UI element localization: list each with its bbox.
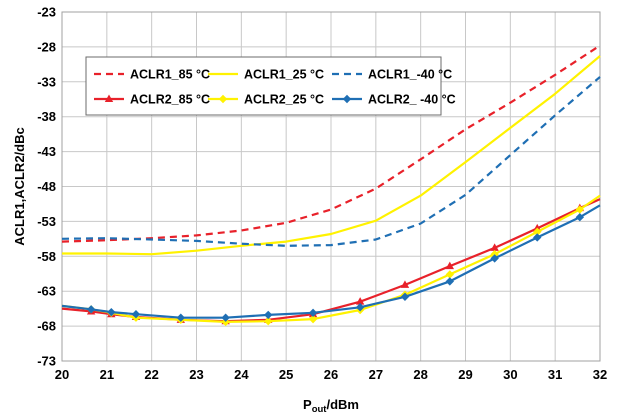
data-point — [221, 313, 230, 322]
legend: ACLR1_85 °C ACLR1_25 °C ACLR1_-40 °C ACLR2_… — [85, 56, 456, 116]
data-point — [533, 227, 542, 237]
legend-marker — [342, 94, 352, 104]
y-tick-label: -58 — [37, 249, 56, 264]
data-point — [490, 254, 499, 263]
y-tick-label: -73 — [37, 354, 56, 369]
series-0 — [61, 44, 601, 243]
x-axis-title-main: P — [303, 397, 312, 412]
x-tick-label: 26 — [324, 367, 338, 382]
legend-entry-5: ACLR2_ -40 °C — [332, 93, 456, 107]
data-point — [308, 314, 318, 324]
plot-frame — [61, 11, 601, 362]
data-point — [176, 313, 186, 322]
data-point — [400, 280, 410, 288]
legend-entry-2: ACLR1_-40 °C — [332, 68, 452, 82]
legend-box — [85, 56, 442, 116]
x-tick-label: 31 — [548, 367, 562, 382]
x-tick-label: 30 — [503, 367, 517, 382]
x-tick-label: 32 — [593, 367, 607, 382]
x-tick-label: 27 — [369, 367, 383, 382]
x-axis-title: Pout/dBm — [303, 397, 359, 415]
y-tick-label: -43 — [37, 144, 56, 159]
x-tick-label: 25 — [279, 367, 293, 382]
data-point — [490, 243, 499, 251]
data-point — [107, 307, 116, 317]
data-point — [264, 317, 273, 326]
y-tick-label: -53 — [37, 214, 56, 229]
data-point — [400, 292, 410, 301]
legend-label: ACLR1_25 °C — [244, 68, 324, 82]
y-tick-label: -63 — [37, 284, 56, 299]
data-point — [533, 223, 542, 232]
tick-labels: 20 21 22 23 24 25 26 27 28 29 30 31 32 -23 -28 -33 -38 -4… — [37, 5, 607, 383]
series-line — [61, 76, 601, 247]
legend-entry-3: ACLR2_85 °C — [94, 93, 210, 107]
data-point — [355, 297, 365, 305]
legend-marker — [104, 94, 114, 102]
x-tick-label: 23 — [189, 367, 203, 382]
legend-label: ACLR2_85 °C — [130, 93, 210, 107]
legend-label: ACLR2_ -40 °C — [368, 93, 456, 107]
data-point — [445, 270, 455, 279]
data-point — [575, 205, 585, 214]
legend-marker — [218, 94, 228, 104]
y-tick-label: -23 — [37, 5, 56, 20]
x-axis-title-unit: /dBm — [326, 397, 359, 412]
x-tick-label: 24 — [234, 367, 249, 382]
series-5 — [61, 204, 601, 322]
y-tick-label: -33 — [37, 74, 56, 89]
y-axis-title: ACLR1,ACLR2/dBc — [12, 127, 27, 245]
x-axis-title-subscript: out — [312, 404, 328, 415]
y-tick-label: -28 — [37, 39, 56, 54]
x-tick-label: 28 — [413, 367, 427, 382]
x-tick-label: 29 — [458, 367, 472, 382]
y-tick-label: -38 — [37, 109, 56, 124]
data-point — [355, 303, 365, 312]
x-tick-label: 21 — [100, 367, 114, 382]
data-point — [445, 277, 455, 286]
y-tick-label: -48 — [37, 179, 56, 194]
legend-entry-1: ACLR1_25 °C — [208, 68, 324, 82]
legend-label: ACLR1_-40 °C — [368, 68, 452, 82]
series-line — [62, 55, 601, 256]
series-1 — [62, 55, 601, 256]
y-tick-label: -68 — [37, 319, 56, 334]
legend-label: ACLR1_85 °C — [130, 68, 210, 82]
data-point — [445, 261, 455, 270]
legend-label: ACLR2_25 °C — [244, 93, 324, 107]
data-point — [533, 233, 542, 242]
x-tick-label: 20 — [55, 367, 69, 382]
series-2 — [61, 76, 601, 247]
data-point — [308, 308, 318, 318]
series-layer — [61, 44, 601, 327]
data-point — [264, 310, 273, 320]
series-line — [61, 44, 601, 243]
legend-entry-0: ACLR1_85 °C — [94, 68, 210, 82]
data-point — [86, 305, 96, 314]
x-tick-label: 22 — [144, 367, 158, 382]
data-point — [131, 310, 141, 319]
data-point — [575, 213, 585, 222]
legend-entry-4: ACLR2_25 °C — [208, 93, 324, 107]
